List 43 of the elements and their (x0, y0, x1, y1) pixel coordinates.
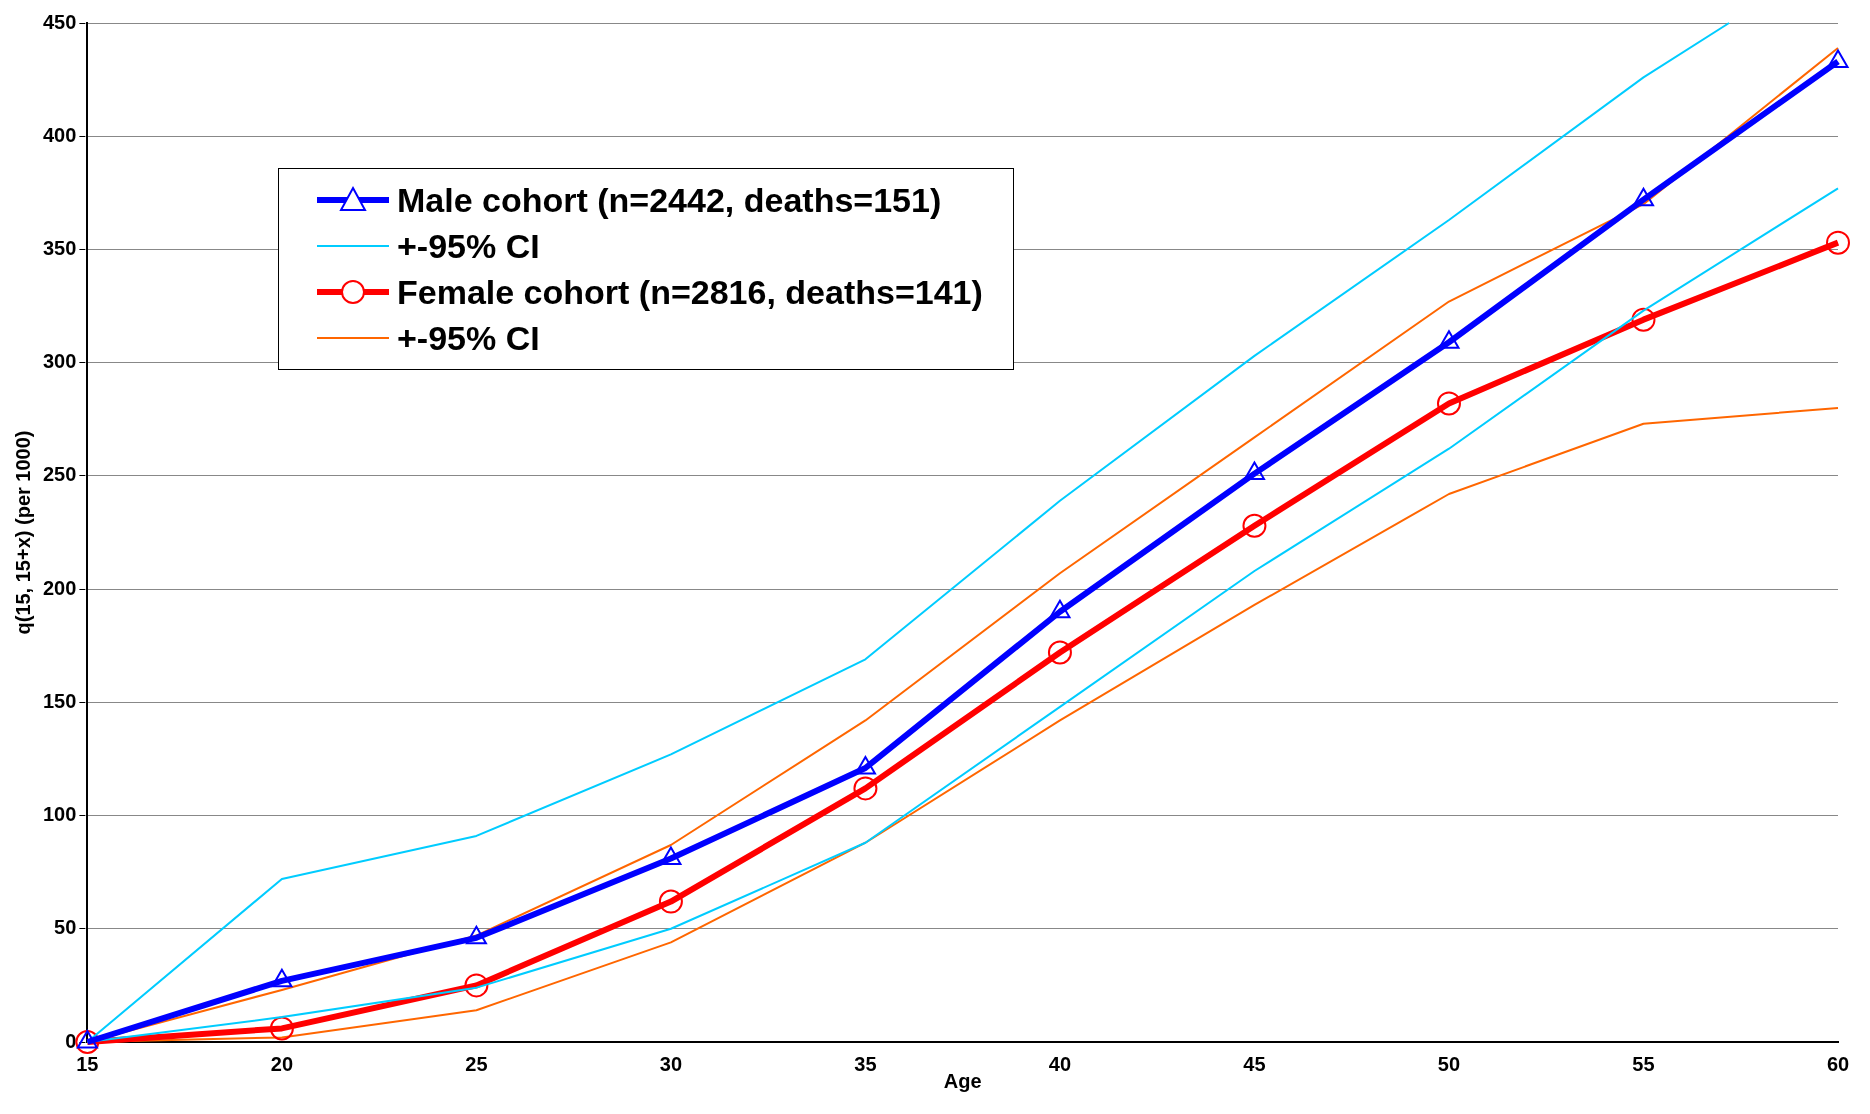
point (1243, 461, 1265, 481)
y-tick-label: 450 (42, 10, 77, 33)
y-tick-label: 200 (42, 576, 77, 599)
legend-label: +-95% CI (397, 318, 540, 358)
y-tick-label: 400 (42, 123, 77, 146)
x-tick-label: 40 (1048, 1052, 1072, 1075)
y-tick-label: 150 (42, 689, 77, 712)
point (269, 1016, 294, 1041)
y-axis-title: q(15, 15+x) (per 1000) (11, 430, 34, 635)
x-tick-label: 55 (1632, 1052, 1655, 1075)
y-tick-label: 300 (42, 350, 77, 373)
point (854, 756, 876, 775)
x-tick-label: 25 (465, 1052, 488, 1075)
y-tick-label: 350 (42, 236, 77, 259)
point (1049, 599, 1071, 619)
point (1827, 49, 1849, 68)
point (1826, 230, 1850, 255)
y-tick-label: 250 (42, 463, 77, 486)
point (1436, 391, 1461, 416)
point (1047, 640, 1072, 665)
point (1632, 187, 1655, 207)
y-tick-label: 50 (54, 916, 77, 939)
x-tick-label: 50 (1437, 1052, 1461, 1075)
point (853, 776, 878, 801)
legend-label: Female cohort (n=2816, deaths=141) (397, 272, 983, 312)
y-tick-label: 0 (65, 1029, 77, 1052)
x-tick-label: 35 (854, 1052, 877, 1075)
x-tick-label: 20 (270, 1052, 294, 1075)
x-tick-label: 15 (76, 1052, 99, 1075)
legend-label: Male cohort (n=2442, deaths=151) (397, 180, 942, 220)
point (75, 1030, 100, 1054)
y-tick-label: 100 (42, 803, 77, 826)
x-tick-label: 45 (1243, 1052, 1266, 1075)
x-tick-label: 30 (659, 1052, 683, 1075)
x-axis-title: Age (943, 1069, 982, 1092)
point (658, 889, 683, 914)
point (1631, 307, 1656, 332)
x-tick-label: 60 (1826, 1052, 1850, 1075)
point (464, 973, 489, 998)
point (660, 846, 682, 866)
point (1438, 330, 1460, 349)
legend-label: +-95% CI (397, 226, 540, 266)
point (1242, 513, 1267, 538)
